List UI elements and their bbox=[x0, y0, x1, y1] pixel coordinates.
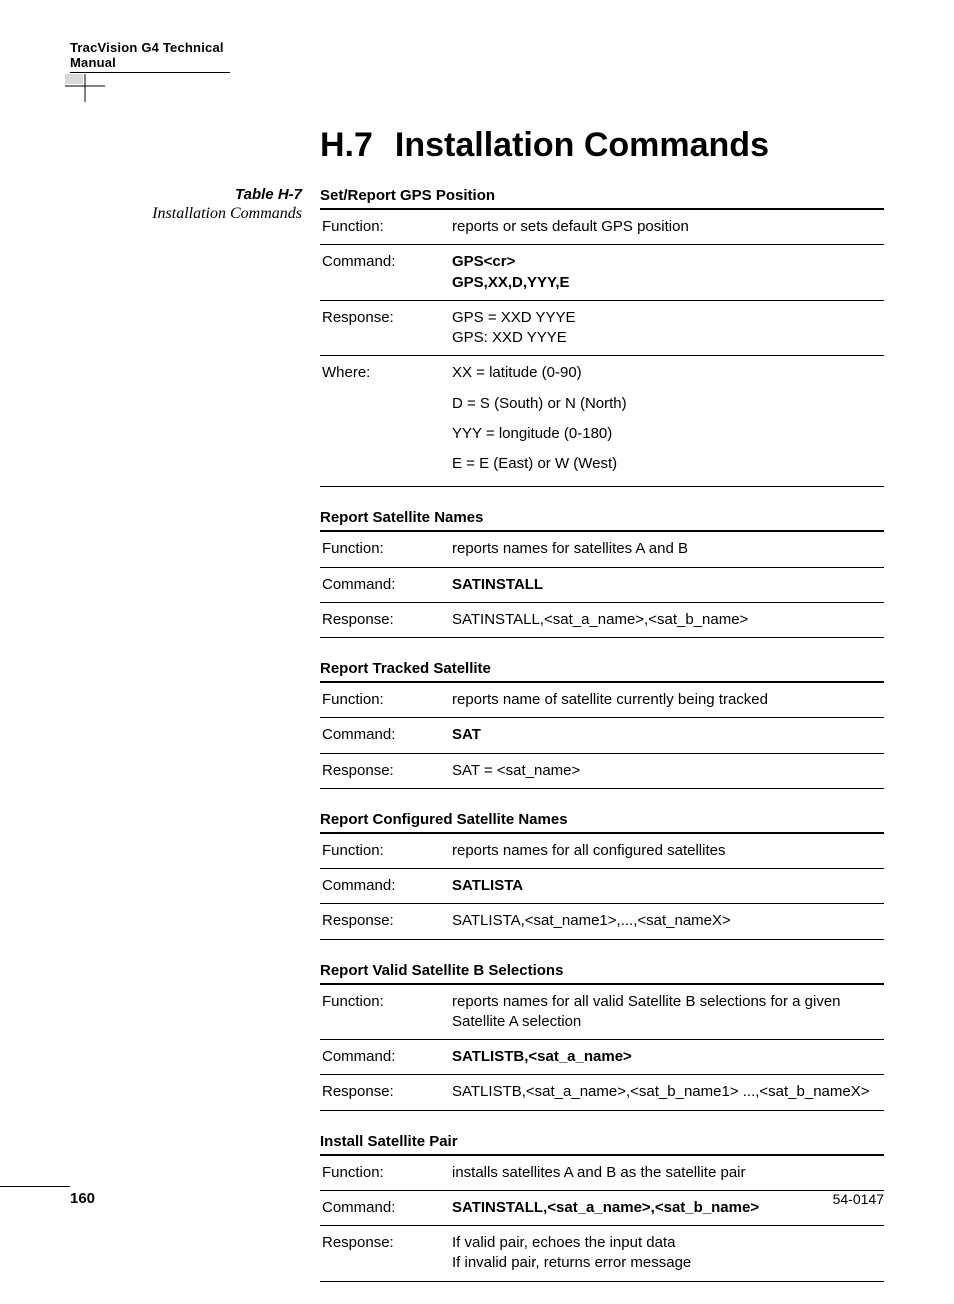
row-value: SAT bbox=[450, 718, 884, 753]
row-key: Function: bbox=[320, 1155, 450, 1191]
table-caption: Installation Commands bbox=[70, 205, 302, 223]
section-number: H.7 bbox=[320, 126, 373, 164]
row-key: Command: bbox=[320, 245, 450, 301]
block-title: Set/Report GPS Position bbox=[320, 187, 884, 204]
command-block: Report Configured Satellite Names Functio… bbox=[320, 811, 884, 940]
command-block: Report Valid Satellite B Selections Funct… bbox=[320, 962, 884, 1111]
row-value: reports names for all valid Satellite B … bbox=[450, 984, 884, 1040]
row-value: GPS<cr>GPS,XX,D,YYY,E bbox=[450, 245, 884, 301]
row-key: Function: bbox=[320, 984, 450, 1040]
row-key: Function: bbox=[320, 833, 450, 869]
table-row: Function:reports names for all configure… bbox=[320, 833, 884, 869]
row-value: SATINSTALL,<sat_a_name>,<sat_b_name> bbox=[450, 602, 884, 637]
row-value: SATLISTB,<sat_a_name>,<sat_b_name1> ...,… bbox=[450, 1075, 884, 1110]
command-table: Function:reports names for all valid Sat… bbox=[320, 983, 884, 1111]
row-key: Function: bbox=[320, 682, 450, 718]
command-blocks: Set/Report GPS PositionFunction:reports … bbox=[320, 187, 884, 1282]
where-line: XX = latitude (0-90) bbox=[452, 363, 878, 388]
command-block: Report Satellite Names Function:reports n… bbox=[320, 509, 884, 638]
row-value: reports names for satellites A and B bbox=[450, 531, 884, 567]
command-block: Install Satellite Pair Function:installs … bbox=[320, 1133, 884, 1282]
row-value: SAT = <sat_name> bbox=[450, 753, 884, 788]
footer-rule bbox=[0, 1186, 70, 1187]
table-row: Function:reports name of satellite curre… bbox=[320, 682, 884, 718]
row-key: Response: bbox=[320, 753, 450, 788]
row-key: Response: bbox=[320, 1075, 450, 1110]
command-block: Report Tracked Satellite Function:reports… bbox=[320, 660, 884, 789]
row-key: Function: bbox=[320, 531, 450, 567]
where-line: YYY = longitude (0-180) bbox=[452, 419, 878, 449]
row-value: GPS = XXD YYYEGPS: XXD YYYE bbox=[450, 300, 884, 356]
row-value: XX = latitude (0-90)D = S (South) or N (… bbox=[450, 356, 884, 487]
command-table: Function:installs satellites A and B as … bbox=[320, 1154, 884, 1282]
where-line: D = S (South) or N (North) bbox=[452, 389, 878, 419]
table-row: Response:SATLISTB,<sat_a_name>,<sat_b_na… bbox=[320, 1075, 884, 1110]
doc-number: 54-0147 bbox=[833, 1191, 884, 1207]
left-column: Table H-7 Installation Commands bbox=[70, 126, 320, 1304]
row-key: Function: bbox=[320, 209, 450, 245]
block-title: Report Satellite Names bbox=[320, 509, 884, 526]
page: TracVision G4 Technical Manual Table H-7… bbox=[0, 0, 954, 1235]
table-row: Where:XX = latitude (0-90)D = S (South) … bbox=[320, 356, 884, 487]
table-row: Response:SATLISTA,<sat_name1>,...,<sat_n… bbox=[320, 904, 884, 939]
table-row: Response:GPS = XXD YYYEGPS: XXD YYYE bbox=[320, 300, 884, 356]
table-row: Command:SAT bbox=[320, 718, 884, 753]
main-content: Table H-7 Installation Commands H.7 Insta… bbox=[70, 126, 884, 1304]
table-row: Function:reports or sets default GPS pos… bbox=[320, 209, 884, 245]
table-row: Command:SATLISTB,<sat_a_name> bbox=[320, 1040, 884, 1075]
row-key: Response: bbox=[320, 904, 450, 939]
table-row: Command:SATLISTA bbox=[320, 869, 884, 904]
command-table: Function:reports names for all configure… bbox=[320, 832, 884, 940]
row-key: Where: bbox=[320, 356, 450, 487]
right-column: H.7 Installation Commands Set/Report GPS … bbox=[320, 126, 884, 1304]
block-title: Report Tracked Satellite bbox=[320, 660, 884, 677]
command-table: Function:reports or sets default GPS pos… bbox=[320, 208, 884, 487]
row-value: SATLISTB,<sat_a_name> bbox=[450, 1040, 884, 1075]
row-key: Response: bbox=[320, 1226, 450, 1282]
row-value: If valid pair, echoes the input dataIf i… bbox=[450, 1226, 884, 1282]
table-row: Function:reports names for satellites A … bbox=[320, 531, 884, 567]
row-value: reports or sets default GPS position bbox=[450, 209, 884, 245]
footer: 160 54-0147 bbox=[70, 1190, 884, 1207]
block-title: Install Satellite Pair bbox=[320, 1133, 884, 1150]
table-row: Response:SAT = <sat_name> bbox=[320, 753, 884, 788]
command-table: Function:reports name of satellite curre… bbox=[320, 681, 884, 789]
where-line: E = E (East) or W (West) bbox=[452, 449, 878, 479]
row-key: Command: bbox=[320, 869, 450, 904]
crop-mark-icon bbox=[65, 74, 884, 102]
table-label: Table H-7 Installation Commands bbox=[70, 186, 302, 223]
page-number: 160 bbox=[70, 1190, 95, 1207]
row-value: SATINSTALL bbox=[450, 567, 884, 602]
table-row: Response:SATINSTALL,<sat_a_name>,<sat_b_… bbox=[320, 602, 884, 637]
row-key: Response: bbox=[320, 300, 450, 356]
block-title: Report Valid Satellite B Selections bbox=[320, 962, 884, 979]
row-key: Response: bbox=[320, 602, 450, 637]
table-row: Command:GPS<cr>GPS,XX,D,YYY,E bbox=[320, 245, 884, 301]
table-row: Function:installs satellites A and B as … bbox=[320, 1155, 884, 1191]
table-row: Command:SATINSTALL bbox=[320, 567, 884, 602]
block-title: Report Configured Satellite Names bbox=[320, 811, 884, 828]
row-value: reports names for all configured satelli… bbox=[450, 833, 884, 869]
row-value: SATLISTA,<sat_name1>,...,<sat_nameX> bbox=[450, 904, 884, 939]
row-value: SATLISTA bbox=[450, 869, 884, 904]
command-block: Set/Report GPS Position Function:reports … bbox=[320, 187, 884, 487]
table-row: Response:If valid pair, echoes the input… bbox=[320, 1226, 884, 1282]
table-number: Table H-7 bbox=[70, 186, 302, 203]
row-value: installs satellites A and B as the satel… bbox=[450, 1155, 884, 1191]
section-title: Installation Commands bbox=[395, 126, 769, 164]
row-key: Command: bbox=[320, 718, 450, 753]
header-title: TracVision G4 Technical Manual bbox=[70, 40, 230, 73]
row-key: Command: bbox=[320, 1040, 450, 1075]
row-key: Command: bbox=[320, 567, 450, 602]
table-row: Function:reports names for all valid Sat… bbox=[320, 984, 884, 1040]
row-value: reports name of satellite currently bein… bbox=[450, 682, 884, 718]
command-table: Function:reports names for satellites A … bbox=[320, 530, 884, 638]
section-heading: H.7 Installation Commands bbox=[320, 126, 884, 165]
